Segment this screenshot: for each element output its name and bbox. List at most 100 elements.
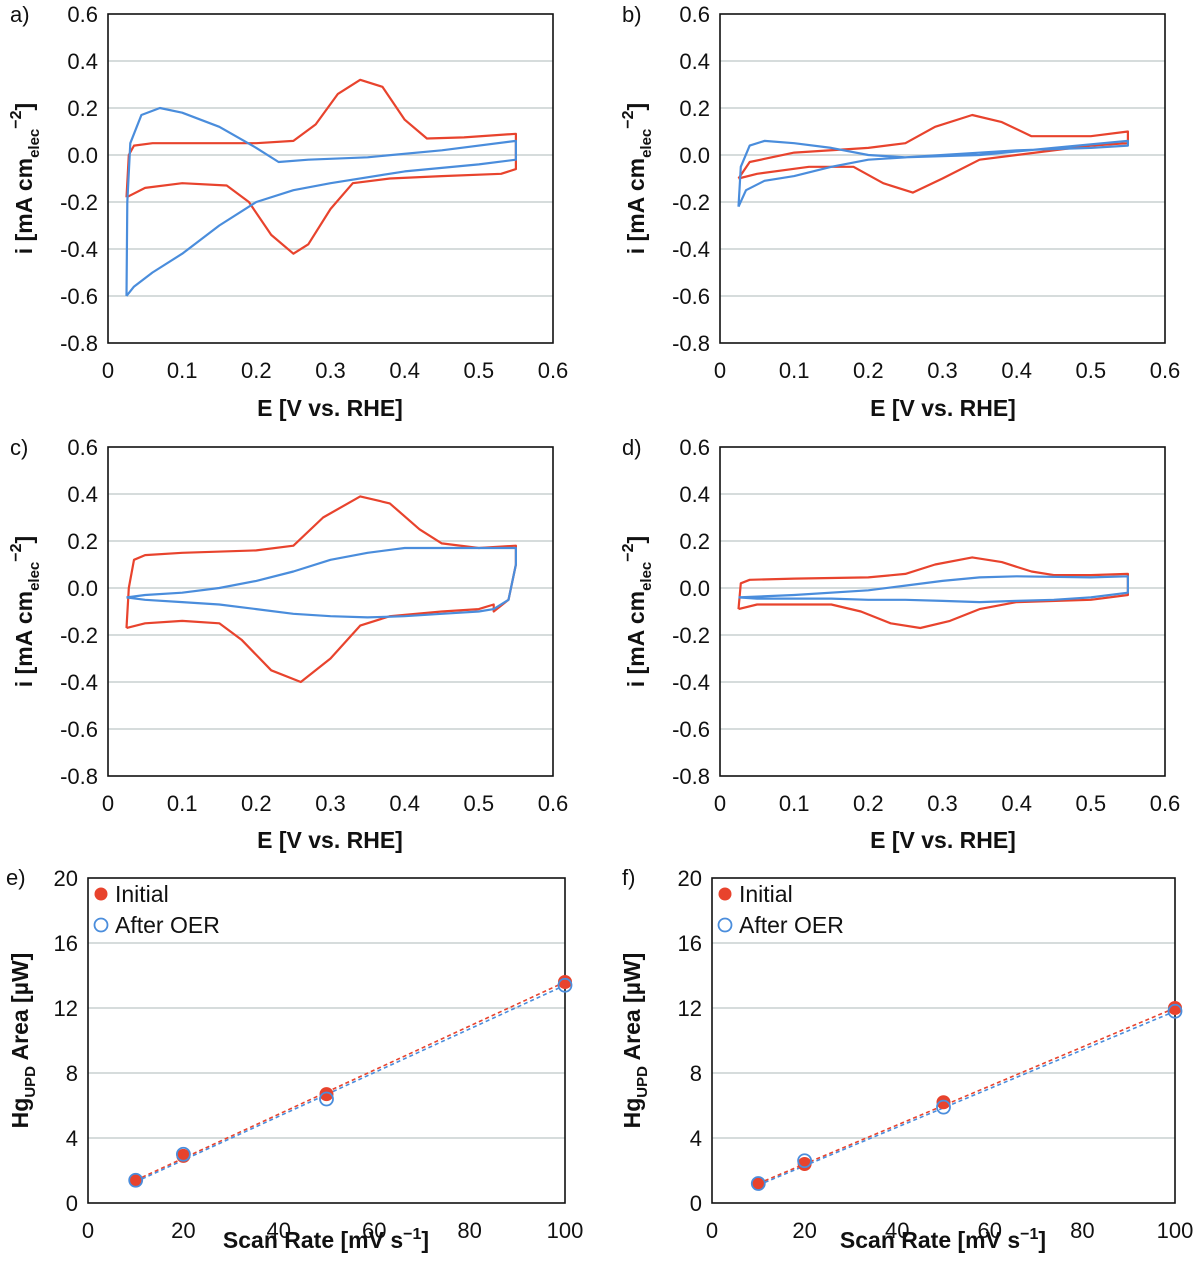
chart-panel-b: -0.8 -0.6 -0.4 -0.2 0.0 0.2 0.4 0.6 0 0.1 0.2 0.3 0.… [620,2,1180,421]
legend-label: Initial [739,881,793,907]
y-tick-label: 20 [678,866,702,891]
y-axis-label-close: ] [11,103,37,111]
legend-label: Initial [115,881,169,907]
data-point [797,1157,812,1171]
x-tick-label: 0.5 [1076,358,1107,383]
plot-frame [107,13,554,344]
panel-label: c) [10,435,28,460]
x-tick-label: 0.6 [1150,358,1181,383]
y-tick-label: 16 [678,931,702,956]
y-tick-label: 8 [690,1061,702,1086]
legend-marker [93,917,109,933]
chart-panel-f: 0 4 8 12 16 20 0 20 40 60 80 100 f) Scan Rate [mV s−1… [619,865,1193,1253]
x-tick-label: 0.6 [1150,791,1181,816]
fit-line [135,981,566,1181]
x-tick-label: 0.2 [853,791,884,816]
y-axis-label-main: i [mA cm [11,591,37,687]
cv-trace-red [125,495,517,684]
data-point [128,1172,144,1188]
fit-line [757,1007,1176,1185]
y-axis-label-close: ] [11,536,37,544]
legend-label: After OER [115,912,220,938]
y-axis-label-main: Hg [619,1098,645,1129]
y-axis-label: i [mA cmelec−2] [620,536,655,687]
x-axis-label-close: ] [421,1227,429,1253]
y-axis-label-sup: −2 [620,110,637,128]
y-tick-label: -0.6 [672,717,710,742]
y-tick-label: 0.0 [679,576,710,601]
y-axis-label-main: i [mA cm [11,158,37,254]
x-tick-label: 0.4 [1001,791,1032,816]
y-tick-label: 0.6 [679,2,710,27]
y-tick-label: 4 [690,1126,702,1151]
x-axis-label-close: ] [1038,1227,1046,1253]
x-axis-label-main: Scan Rate [mV s [223,1227,403,1253]
x-tick-label: 0.3 [315,358,346,383]
y-tick-label: 0.4 [679,482,710,507]
y-tick-label: -0.8 [60,764,98,789]
x-axis-label-main: Scan Rate [mV s [840,1227,1020,1253]
y-axis-label-sub: elec [638,129,655,158]
y-axis-label: i [mA cmelec−2] [8,536,43,687]
x-axis-label: Scan Rate [mV s−1] [840,1226,1046,1253]
x-axis-label: E [V vs. RHE] [870,827,1016,853]
plot-frame [107,446,554,777]
data-point [797,1153,812,1169]
y-axis-label: i [mA cmelec−2] [620,103,655,254]
data-point [175,1146,191,1162]
data-point [936,1099,951,1115]
cv-trace-red [737,113,1129,194]
x-tick-label: 0 [82,1218,94,1243]
y-tick-label: 16 [54,931,78,956]
x-axis-label-sup: −1 [1020,1226,1038,1243]
y-tick-label: 0.6 [67,2,98,27]
x-tick-label: 0.4 [1001,358,1032,383]
data-point [750,1176,766,1191]
x-tick-label: 100 [1157,1218,1194,1243]
y-axis-label-sub: elec [26,129,43,158]
y-tick-label: 8 [66,1061,78,1086]
x-tick-label: 60 [362,1218,386,1243]
plot-frame [87,877,566,1204]
y-tick-label: -0.2 [672,623,710,648]
panel-label: f) [622,865,635,890]
x-tick-label: 0.1 [779,791,810,816]
y-tick-label: 0.0 [679,143,710,168]
y-tick-label: -0.2 [60,623,98,648]
y-tick-label: 20 [54,866,78,891]
x-tick-label: 80 [457,1218,481,1243]
x-axis-label: E [V vs. RHE] [257,827,403,853]
panel-label: e) [6,865,26,890]
x-tick-label: 40 [885,1218,909,1243]
y-tick-label: -0.2 [672,190,710,215]
y-tick-label: -0.6 [60,717,98,742]
y-tick-label: 0.4 [679,49,710,74]
plot-frame [719,13,1166,344]
y-axis-label-close: ] [623,536,649,544]
panel-label: b) [622,2,642,27]
panel-label: a) [10,2,30,27]
y-tick-label: -0.2 [60,190,98,215]
x-tick-label: 0.1 [167,358,198,383]
chart-panel-e: 0 4 8 12 16 20 0 20 40 60 80 100 e) Scan Rate [mV s−1… [6,865,583,1253]
x-tick-label: 0.3 [927,358,958,383]
y-tick-label: 0.2 [67,529,98,554]
x-tick-label: 0.6 [538,358,569,383]
y-tick-label: -0.4 [672,237,710,262]
data-point [558,975,572,989]
y-tick-label: 0.2 [67,96,98,121]
y-axis-label-main: i [mA cm [623,158,649,254]
y-tick-label: 0 [690,1191,702,1216]
y-tick-label: -0.8 [672,764,710,789]
x-tick-label: 80 [1070,1218,1094,1243]
x-tick-label: 0.2 [241,358,272,383]
cv-trace-blue [738,575,1129,604]
x-tick-label: 60 [978,1218,1002,1243]
cv-trace-blue [126,546,517,619]
cv-trace-red [737,556,1129,630]
x-tick-label: 0 [102,791,114,816]
y-tick-label: 0.4 [67,482,98,507]
y-axis-label-close: ] [623,103,649,111]
x-axis-label-sup: −1 [403,1226,421,1243]
